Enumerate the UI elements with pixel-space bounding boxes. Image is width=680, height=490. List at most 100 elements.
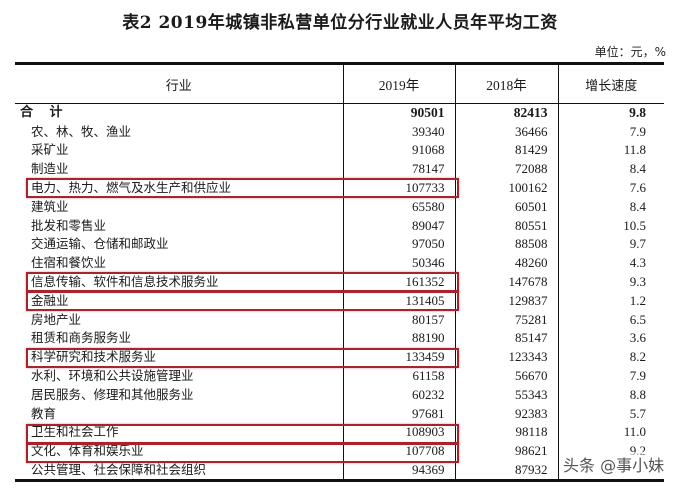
wage-2019: 88190 <box>342 329 455 348</box>
wage-2019: 61158 <box>342 366 455 386</box>
table-row: 科学研究和技术服务业 133459 123343 8.2 <box>15 347 664 367</box>
industry-name: 农、林、牧、渔业 <box>31 123 132 139</box>
growth-rate: 5.7 <box>557 404 664 424</box>
wage-2019: 161352 <box>342 272 455 292</box>
growth-rate: 11.0 <box>557 423 664 442</box>
wage-2018: 147678 <box>454 272 558 292</box>
table-title: 表2 2019年城镇非私营单位分行业就业人员年平均工资 <box>122 13 558 33</box>
table-row: 农、林、牧、渔业 39340 36466 7.9 <box>15 122 664 142</box>
wage-2019: 89047 <box>342 216 455 236</box>
wage-2019: 131405 <box>342 291 455 311</box>
wage-2018: 48260 <box>454 253 558 273</box>
industry-name: 建筑业 <box>31 198 69 214</box>
wage-2018: 92383 <box>454 404 558 424</box>
industry-name: 采矿业 <box>31 142 69 158</box>
industry-name: 教育 <box>31 405 57 421</box>
industry-name: 批发和零售业 <box>31 217 107 233</box>
industry-name: 交通运输、仓储和邮政业 <box>31 236 169 252</box>
table-row: 制造业 78147 72088 8.4 <box>15 159 664 179</box>
wage-2019: 39340 <box>342 122 455 142</box>
wage-2019: 133459 <box>342 347 455 367</box>
wage-2018: 82413 <box>454 103 558 123</box>
wage-2018: 88508 <box>454 235 558 254</box>
industry-name: 公共管理、社会保障和社会组织 <box>15 460 343 482</box>
table-row: 卫生和社会工作 108903 98118 11.0 <box>15 423 664 442</box>
table-row: 采矿业 91068 81429 11.8 <box>15 141 664 160</box>
growth-rate: 7.9 <box>557 366 664 386</box>
industry-name: 房地产业 <box>31 311 82 327</box>
header-row: 行业 2019年 2018年 增长速度 <box>15 62 664 104</box>
growth-rate: 9.8 <box>557 103 664 123</box>
wage-2018: 81429 <box>454 141 558 160</box>
growth-rate: 9.3 <box>557 272 664 292</box>
table-row: 信息传输、软件和信息技术服务业 161352 147678 9.3 <box>15 272 664 292</box>
table-row: 房地产业 80157 75281 6.5 <box>15 310 664 330</box>
industry-name: 卫生和社会工作 <box>31 424 119 440</box>
wage-2018: 100162 <box>454 178 558 198</box>
wage-2019: 107708 <box>342 441 455 461</box>
growth-rate: 3.6 <box>557 329 664 348</box>
wage-2018: 85147 <box>454 329 558 348</box>
industry-name: 文化、体育和娱乐业 <box>31 443 144 459</box>
table-row: 电力、热力、燃气及水生产和供应业 107733 100162 7.6 <box>15 178 664 198</box>
table-row: 批发和零售业 89047 80551 10.5 <box>15 216 664 236</box>
wage-2019: 108903 <box>342 423 455 442</box>
wage-2019: 78147 <box>342 159 455 179</box>
wage-2019: 97050 <box>342 235 455 254</box>
growth-rate: 8.8 <box>557 385 664 405</box>
header-growth: 增长速度 <box>557 62 664 104</box>
growth-rate: 7.6 <box>557 178 664 198</box>
table-row: 建筑业 65580 60501 8.4 <box>15 197 664 217</box>
wage-2018: 123343 <box>454 347 558 367</box>
wage-2018: 72088 <box>454 159 558 179</box>
industry-name: 信息传输、软件和信息技术服务业 <box>31 274 219 290</box>
growth-rate: 9.7 <box>557 235 664 254</box>
industry-name: 合 计 <box>20 105 69 121</box>
wage-2019: 91068 <box>342 141 455 160</box>
header-2018: 2018年 <box>454 62 558 104</box>
industry-name: 居民服务、修理和其他服务业 <box>31 386 194 402</box>
wage-2018: 98621 <box>454 441 558 461</box>
wage-2019: 97681 <box>342 404 455 424</box>
table-row: 交通运输、仓储和邮政业 97050 88508 9.7 <box>15 235 664 254</box>
industry-name: 水利、环境和公共设施管理业 <box>31 368 194 384</box>
table-row: 住宿和餐饮业 50346 48260 4.3 <box>15 253 664 273</box>
wage-2019: 50346 <box>342 253 455 273</box>
growth-rate: 8.4 <box>557 197 664 217</box>
industry-name: 金融业 <box>31 292 69 308</box>
wage-2018: 75281 <box>454 310 558 330</box>
growth-rate: 1.2 <box>557 291 664 311</box>
header-industry: 行业 <box>15 62 343 104</box>
wage-2018: 36466 <box>454 122 558 142</box>
wage-2019: 80157 <box>342 310 455 330</box>
wage-2019: 60232 <box>342 385 455 405</box>
growth-rate: 11.8 <box>557 141 664 160</box>
wage-2018: 98118 <box>454 423 558 442</box>
table-row: 租赁和商务服务业 88190 85147 3.6 <box>15 329 664 348</box>
wage-table-container: 行业 2019年 2018年 增长速度 合 计 90501 82413 9.8 … <box>15 62 664 482</box>
industry-name: 科学研究和技术服务业 <box>31 349 157 365</box>
wage-2018: 60501 <box>454 197 558 217</box>
growth-rate: 8.2 <box>557 347 664 367</box>
table-row-total: 合 计 90501 82413 9.8 <box>15 103 664 123</box>
growth-rate: 8.4 <box>557 159 664 179</box>
watermark: 头条 @事小妹 <box>559 452 669 476</box>
growth-rate: 6.5 <box>557 310 664 330</box>
growth-rate: 7.9 <box>557 122 664 142</box>
unit-label: 单位：元，% <box>594 45 666 59</box>
industry-name: 电力、热力、燃气及水生产和供应业 <box>31 180 232 196</box>
table-row: 教育 97681 92383 5.7 <box>15 404 664 424</box>
wage-table: 行业 2019年 2018年 增长速度 合 计 90501 82413 9.8 … <box>15 62 664 482</box>
header-2019: 2019年 <box>342 62 455 104</box>
industry-name: 制造业 <box>31 161 69 177</box>
growth-rate: 10.5 <box>557 216 664 236</box>
wage-2018: 129837 <box>454 291 558 311</box>
table-row: 水利、环境和公共设施管理业 61158 56670 7.9 <box>15 366 664 386</box>
table-row: 金融业 131405 129837 1.2 <box>15 291 664 311</box>
wage-2018: 87932 <box>454 460 558 482</box>
industry-name: 住宿和餐饮业 <box>31 255 107 271</box>
wage-2018: 56670 <box>454 366 558 386</box>
wage-2019: 65580 <box>342 197 455 217</box>
wage-2018: 55343 <box>454 385 558 405</box>
wage-2019: 94369 <box>342 460 455 482</box>
